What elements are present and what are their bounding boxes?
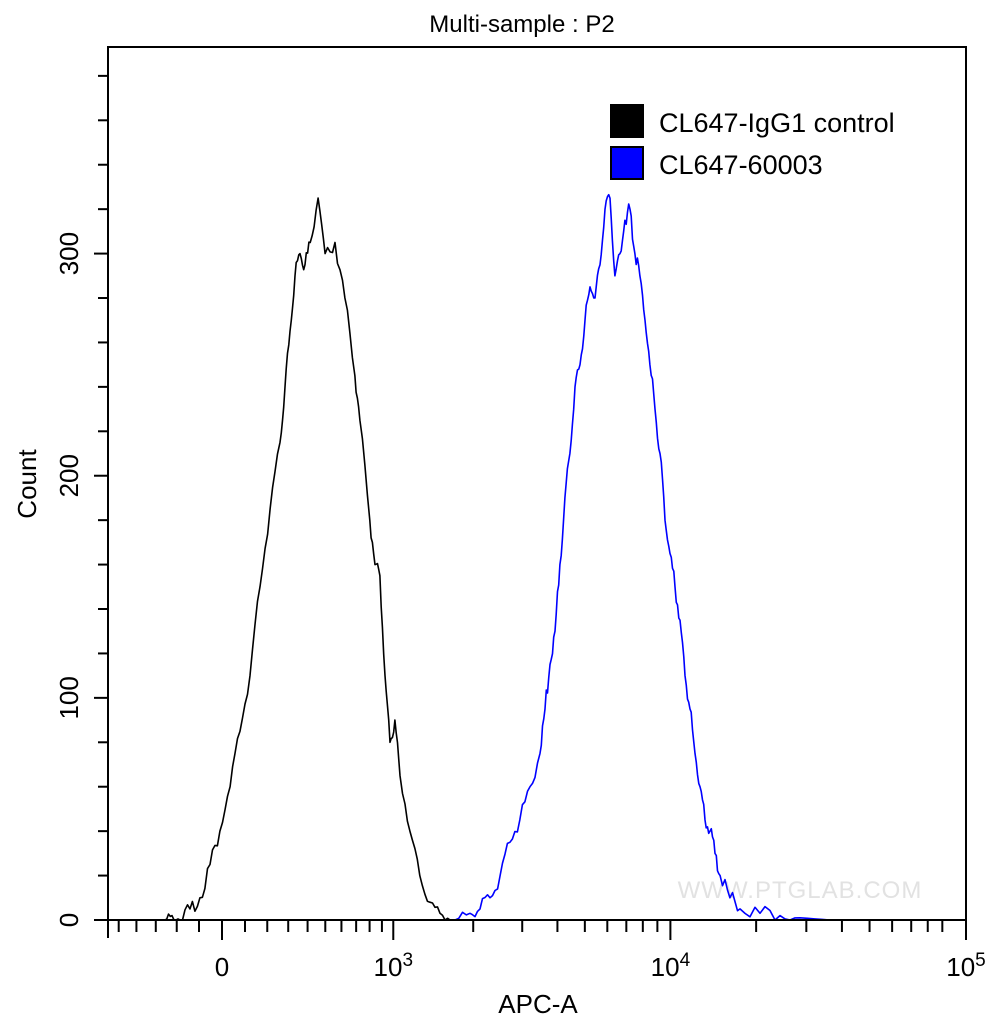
x-tick-label: 104 <box>651 950 691 982</box>
y-tick-label: 0 <box>54 913 84 927</box>
y-axis-label: Count <box>12 449 42 519</box>
x-axis: 0 103 104 105 <box>107 920 986 982</box>
curves <box>164 193 830 921</box>
x-tick-label: 0 <box>215 952 229 982</box>
y-tick-label: 300 <box>54 232 84 275</box>
legend-label: CL647-IgG1 control <box>659 108 895 138</box>
x-tick-label: 105 <box>946 950 986 982</box>
y-tick-label: 100 <box>54 676 84 719</box>
chart-title: Multi-sample : P2 <box>429 11 614 38</box>
x-tick-label: 103 <box>374 950 414 982</box>
series-line-0 <box>164 197 451 921</box>
watermark: WWW.PTGLAB.COM <box>678 877 923 904</box>
legend-label: CL647-60003 <box>659 150 823 180</box>
legend: CL647-IgG1 control CL647-60003 <box>610 104 895 180</box>
y-axis: 0 100 200 300 <box>54 74 108 927</box>
y-tick-label: 200 <box>54 454 84 497</box>
legend-swatch <box>610 146 644 180</box>
x-axis-label: APC-A <box>498 989 578 1019</box>
series-line-1 <box>454 193 830 921</box>
plot-frame <box>107 46 967 921</box>
legend-swatch <box>610 104 644 138</box>
